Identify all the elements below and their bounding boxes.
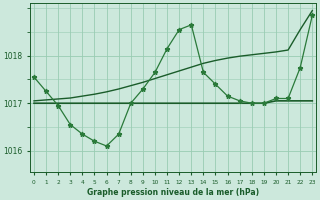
- X-axis label: Graphe pression niveau de la mer (hPa): Graphe pression niveau de la mer (hPa): [87, 188, 259, 197]
